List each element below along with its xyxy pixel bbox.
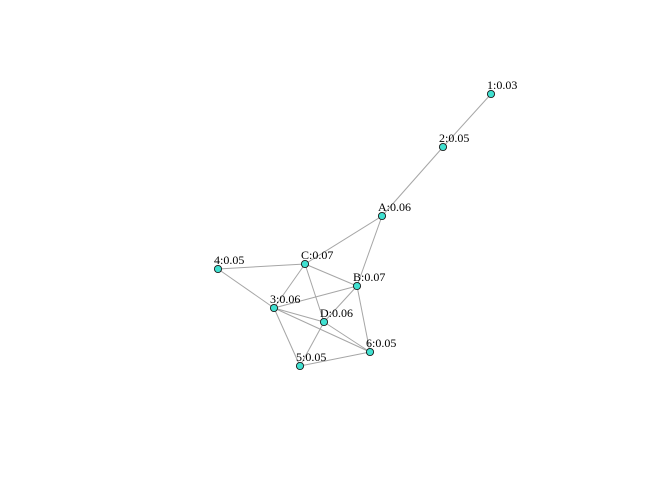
- node-B: [352, 281, 362, 291]
- label-layer: 1:0.03 2:0.05 A:0.06 C:0.07 4:0.05 B:0.07 3:0.…: [214, 78, 517, 364]
- node-2: [438, 142, 448, 152]
- node-label-6: 6:0.05: [366, 336, 396, 350]
- node-label-4: 4:0.05: [214, 253, 244, 267]
- node-1: [486, 89, 496, 99]
- node-C: [300, 259, 310, 269]
- edge-A-C: [304, 215, 383, 265]
- node-label-C: C:0.07: [301, 248, 333, 262]
- node-label-B: B:0.07: [353, 270, 385, 284]
- edge-A-B: [356, 215, 383, 287]
- edge-B-D: [323, 285, 358, 323]
- edge-B-6: [356, 285, 371, 353]
- node-D: [319, 317, 329, 327]
- node-4: [213, 264, 223, 274]
- node-6: [365, 347, 375, 357]
- edge-C-3: [273, 263, 306, 309]
- edge-layer: [217, 93, 492, 367]
- node-label-D: D:0.06: [320, 306, 353, 320]
- node-A: [377, 211, 387, 221]
- edge-5-6: [299, 351, 371, 367]
- edge-C-B: [304, 263, 358, 287]
- node-layer: [213, 89, 496, 371]
- edge-4-3: [217, 268, 275, 309]
- edge-C-D: [304, 263, 325, 323]
- node-5: [295, 361, 305, 371]
- node-label-5: 5:0.05: [296, 350, 326, 364]
- node-label-2: 2:0.05: [439, 131, 469, 145]
- edge-3-B: [273, 285, 358, 309]
- edge-1-2: [442, 93, 492, 148]
- edge-C-4: [217, 263, 306, 270]
- edge-3-5: [273, 307, 301, 367]
- node-3: [269, 303, 279, 313]
- edge-3-6: [273, 307, 371, 353]
- node-label-1: 1:0.03: [487, 78, 517, 92]
- edge-2-A: [381, 146, 444, 217]
- edge-D-5: [299, 321, 325, 367]
- node-label-A: A:0.06: [378, 200, 411, 214]
- node-label-3: 3:0.06: [270, 292, 300, 306]
- edge-3-D: [273, 307, 325, 323]
- edge-D-6: [323, 321, 371, 353]
